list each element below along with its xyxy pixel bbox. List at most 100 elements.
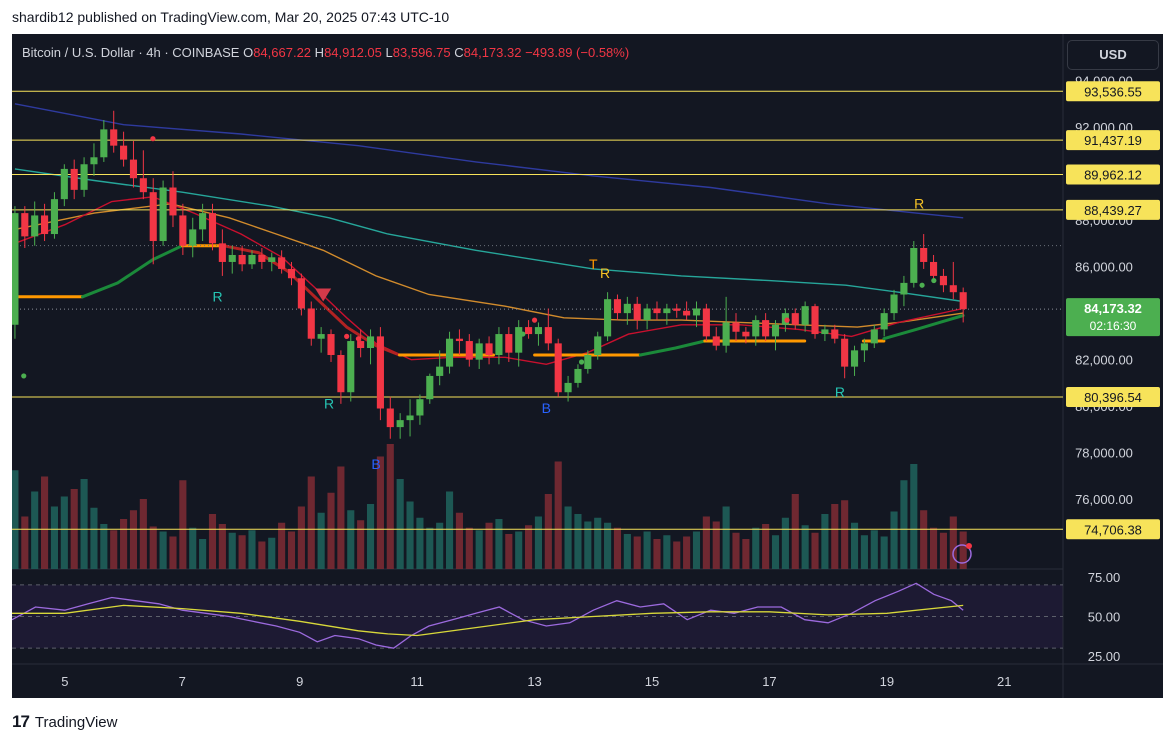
volume-bar [357,520,365,569]
level-price-tag [1066,199,1160,220]
volume-bar [396,479,404,569]
candle-body [120,145,128,160]
volume-bar [455,512,463,569]
signal-dot [21,373,27,379]
candle-body [860,343,868,351]
volume-bar [791,494,799,569]
candle-body [278,257,286,269]
level-price-tag [1066,130,1160,151]
volume-bar [426,527,434,569]
symbol-title: Bitcoin / U.S. Dollar · 4h · COINBASE [22,45,240,60]
candle-body [218,243,226,262]
candle-body [445,338,454,367]
candle-body [564,382,572,393]
signal-label: B [542,400,551,416]
volume-bar [732,532,740,569]
volume-bar [623,534,631,569]
volume-bar [416,517,424,569]
candle-body [495,334,503,355]
volume-bar [722,506,730,569]
volume-bar [12,470,19,569]
low-label: L [385,45,393,60]
signal-dot [784,317,790,323]
signal-dot [520,331,526,337]
volume-bar [574,514,582,569]
signal-label: R [835,384,845,400]
volume-bar [465,527,473,569]
signal-dot [355,336,362,342]
level-price-tag [1066,386,1160,407]
candle-body [920,248,928,262]
candle-body [653,308,661,314]
symbol-legend: Bitcoin / U.S. Dollar · 4h · COINBASE O8… [22,45,629,60]
volume-bar [406,501,414,569]
volume-bar [534,516,543,569]
volume-bar [939,532,947,569]
currency-button[interactable]: USD [1067,40,1159,70]
candle-body [129,159,138,179]
volume-bar [752,527,760,569]
chart-frame[interactable]: RRBBTRRR76,000.0078,000.0080,000.0082,00… [12,34,1163,698]
candle-body [929,261,938,276]
change-value: −493.89 (−0.58%) [525,45,630,60]
volume-bar [297,506,305,569]
volume-bar [811,532,819,569]
volume-bar [228,532,236,569]
candle-body [831,329,839,339]
candle-body [485,343,493,355]
price-chart-svg[interactable]: RRBBTRRR76,000.0078,000.0080,000.0082,00… [12,34,1163,698]
time-axis-tick: 13 [527,674,541,689]
open-value: 84,667.22 [253,45,312,60]
volume-bar [554,461,562,569]
candle-body [357,341,365,349]
volume-bar [594,517,602,569]
volume-bar [475,530,483,569]
level-price-tag [1066,164,1160,185]
candle-body [347,341,355,393]
level-price-tag-text: 88,439.27 [1084,203,1142,218]
rsi-band [12,584,1063,649]
candle-body [139,178,147,193]
candle-body [870,329,878,344]
volume-bar [841,500,849,569]
volume-bar [801,525,809,569]
signal-label: R [212,289,222,305]
candle-body [396,420,404,428]
candle-body [515,327,523,353]
time-axis-tick: 19 [880,674,894,689]
volume-bar [653,539,661,569]
candle-body [70,168,78,190]
signal-label: R [324,396,334,412]
candle-body [386,408,394,428]
moving-average-line [14,103,964,219]
signal-dot [344,333,350,339]
rsi-series-line [12,582,964,649]
volume-bar [337,466,345,569]
level-price-tag-text: 91,437.19 [1084,133,1142,148]
candle-body [762,320,770,337]
volume-bar [920,510,928,569]
volume-bar [544,494,552,569]
candle-body [771,324,780,337]
candle-body [880,313,888,330]
sell-marker-triangle [315,288,332,302]
candle-body [534,327,543,335]
candle-body [633,303,641,321]
publisher-header: shardib12 published on TradingView.com, … [12,9,450,25]
candle-body [959,292,967,310]
trend-band-segment [221,244,401,357]
candle-body [939,275,947,286]
candle-body [327,334,335,355]
volume-bar [258,541,266,569]
candle-body [900,282,908,295]
last-price-tag-text: 84,173.32 [1084,301,1142,316]
volume-bar [880,536,888,569]
signal-label: R [914,195,924,211]
volume-bar [100,524,108,569]
candle-body [791,313,799,325]
open-label: O [243,45,254,60]
trend-band-segment [882,314,965,341]
volume-bar [110,530,118,569]
candle-body [149,192,157,242]
volume-bar [771,535,780,569]
